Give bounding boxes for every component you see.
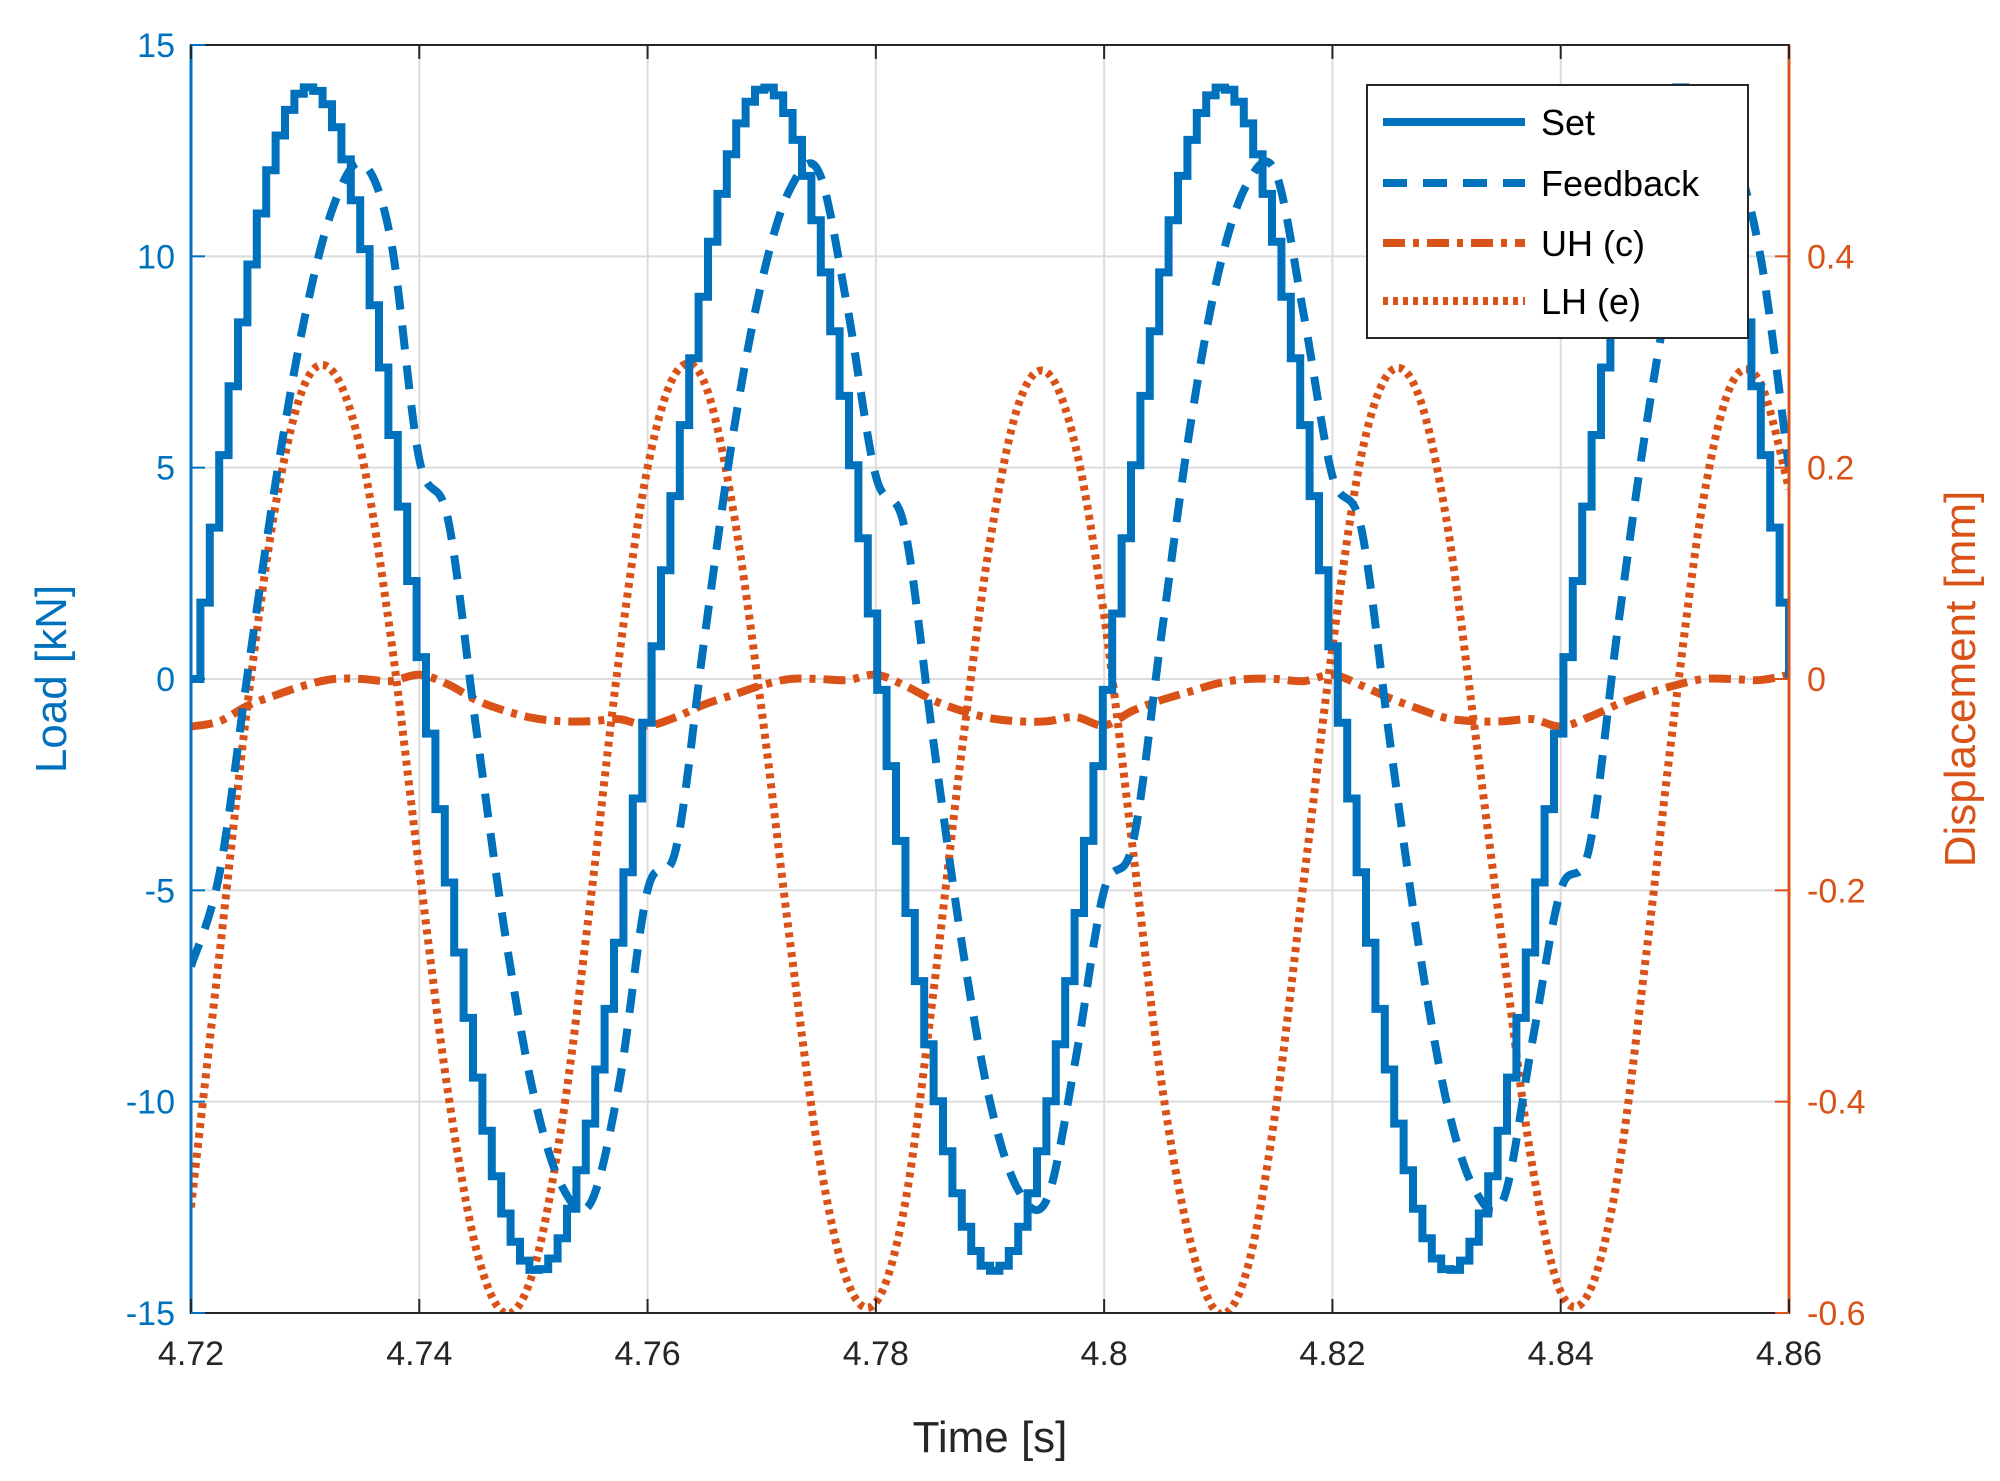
y-left-tick-label: 5 [156, 450, 175, 488]
y-left-tick-label: -15 [126, 1295, 175, 1333]
x-tick-label: 4.72 [158, 1335, 224, 1373]
y-left-tick-label: -5 [145, 872, 175, 910]
x-tick-label: 4.86 [1756, 1335, 1822, 1373]
series-line-uh-c [191, 670, 1789, 731]
y-right-tick-label: -0.2 [1807, 872, 1866, 910]
legend-label-uh: UH (c) [1541, 223, 1645, 264]
legend-box [1366, 84, 1749, 339]
series-line-set [191, 83, 1789, 1275]
x-tick-label: 4.84 [1528, 1335, 1594, 1373]
x-tick-label: 4.76 [614, 1335, 680, 1373]
x-tick-label: 4.78 [843, 1335, 909, 1373]
legend-label-lh: LH (e) [1541, 281, 1641, 322]
y-left-tick-label: -10 [126, 1084, 175, 1122]
y-right-tick-label: 0.2 [1807, 450, 1854, 488]
legend-label-set: Set [1541, 102, 1595, 143]
y-right-tick-label: 0.4 [1807, 238, 1854, 276]
series-layer [191, 83, 1789, 1313]
x-axis-title: Time [s] [913, 1413, 1068, 1462]
x-tick-label: 4.82 [1299, 1335, 1365, 1373]
legend: Set Feedback UH (c) LH (e) [1366, 84, 1749, 339]
series-line-lh-e [191, 359, 1789, 1313]
y-left-tick-label: 10 [137, 238, 175, 276]
y-axis-right-title: Displacement [mm] [1936, 491, 1985, 868]
y-right-tick-label: -0.6 [1807, 1295, 1866, 1333]
y-right-tick-label: -0.4 [1807, 1084, 1866, 1122]
legend-label-feedback: Feedback [1541, 163, 1700, 204]
y-left-tick-label: 0 [156, 661, 175, 699]
y-axis-left-title: Load [kN] [27, 585, 76, 773]
y-right-tick-label: 0 [1807, 661, 1826, 699]
x-tick-label: 4.74 [386, 1335, 452, 1373]
y-left-tick-label: 15 [137, 27, 175, 65]
x-tick-label: 4.8 [1081, 1335, 1128, 1373]
ticks: 4.72 4.74 4.76 4.78 4.8 4.82 4.84 4.86 -15 -10 -5 0… [126, 27, 1866, 1373]
